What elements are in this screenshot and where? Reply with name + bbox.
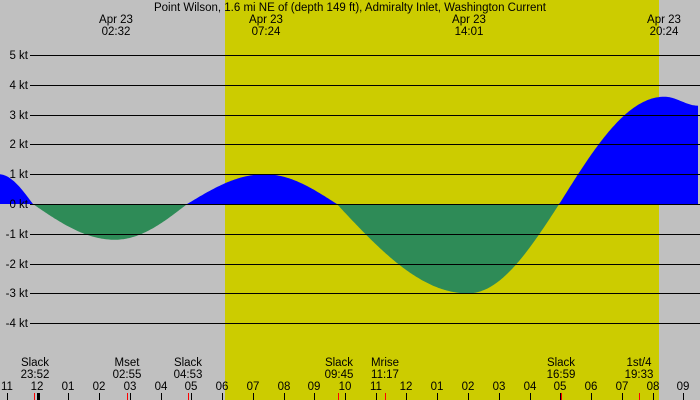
hour-tick-label: 08 (278, 381, 291, 393)
y-axis-label: 3 kt (9, 110, 28, 122)
hour-tick-label: 10 (339, 381, 352, 393)
hour-tick-label: 03 (124, 381, 137, 393)
hour-tick-label: 05 (554, 381, 567, 393)
hour-tick-label: 03 (493, 381, 506, 393)
hour-tick-label: 09 (308, 381, 321, 393)
extremum-time: 02:32 (102, 26, 131, 38)
event-label: Slack (21, 357, 49, 369)
y-axis-label: -3 kt (6, 288, 29, 300)
extremum-date: Apr 23 (452, 14, 486, 26)
event-label: Slack (547, 357, 575, 369)
event-label: Mrise (371, 357, 399, 369)
current-curve (0, 96, 698, 294)
event-time: 04:53 (174, 369, 203, 381)
hour-tick-label: 02 (93, 381, 106, 393)
extremum-date: Apr 23 (647, 14, 681, 26)
hour-tick-label: 09 (677, 381, 690, 393)
y-axis-label: 1 kt (9, 169, 28, 181)
event-time: 23:52 (21, 369, 50, 381)
y-axis-label: -2 kt (6, 259, 29, 271)
extremum-date: Apr 23 (99, 14, 133, 26)
hour-tick-label: 12 (400, 381, 413, 393)
event-label: Slack (174, 357, 202, 369)
hour-tick-label: 04 (155, 381, 168, 393)
event-time: 09:45 (325, 369, 354, 381)
hour-tick-label: 04 (524, 381, 537, 393)
now-marker (37, 393, 40, 400)
hour-tick-label: 08 (647, 381, 660, 393)
hour-tick-label: 02 (462, 381, 475, 393)
hour-tick-label: 01 (62, 381, 75, 393)
chart-title: Point Wilson, 1.6 mi NE of (depth 149 ft… (154, 2, 547, 14)
y-axis-label: 4 kt (9, 80, 28, 92)
hour-tick-label: 05 (185, 381, 198, 393)
extremum-date: Apr 23 (249, 14, 283, 26)
event-time: 19:33 (625, 369, 654, 381)
event-time: 11:17 (371, 369, 399, 381)
y-axis-label: 5 kt (9, 50, 28, 62)
y-axis-label: 2 kt (9, 139, 28, 151)
hour-tick-label: 07 (247, 381, 260, 393)
event-label: Slack (325, 357, 353, 369)
hour-tick-label: 06 (585, 381, 598, 393)
event-label: Mset (115, 357, 141, 369)
y-axis-labels: 5 kt 4 kt 3 kt 2 kt 1 kt 0 kt -1 kt -2 kt -3 kt -… (6, 50, 29, 330)
event-time: 16:59 (547, 369, 576, 381)
event-label: 1st/4 (627, 357, 653, 369)
hour-tick-label: 06 (216, 381, 229, 393)
event-time: 02:55 (113, 369, 142, 381)
bottom-event-labels: Slack23:52Mset02:55Slack04:53Slack09:45M… (21, 357, 654, 381)
ebb-area (0, 204, 698, 294)
hour-tick-label: 11 (1, 381, 13, 393)
hour-axis: 11 12 01 02 03 04 05 06 07 08 09 10 11 12 01 02 03 04 05 06… (1, 381, 689, 400)
flood-area (0, 96, 698, 204)
hour-tick-label: 01 (431, 381, 444, 393)
y-axis-label: -4 kt (6, 318, 29, 330)
extremum-time: 14:01 (455, 26, 484, 38)
hour-tick-label: 11 (370, 381, 382, 393)
hour-tick-label: 12 (31, 381, 44, 393)
grid-lines (30, 55, 700, 324)
y-axis-label: -1 kt (6, 229, 29, 241)
hour-tick-label: 07 (616, 381, 629, 393)
extremum-time: 20:24 (650, 26, 679, 38)
y-axis-label: 0 kt (9, 199, 28, 211)
extremum-time: 07:24 (252, 26, 281, 38)
